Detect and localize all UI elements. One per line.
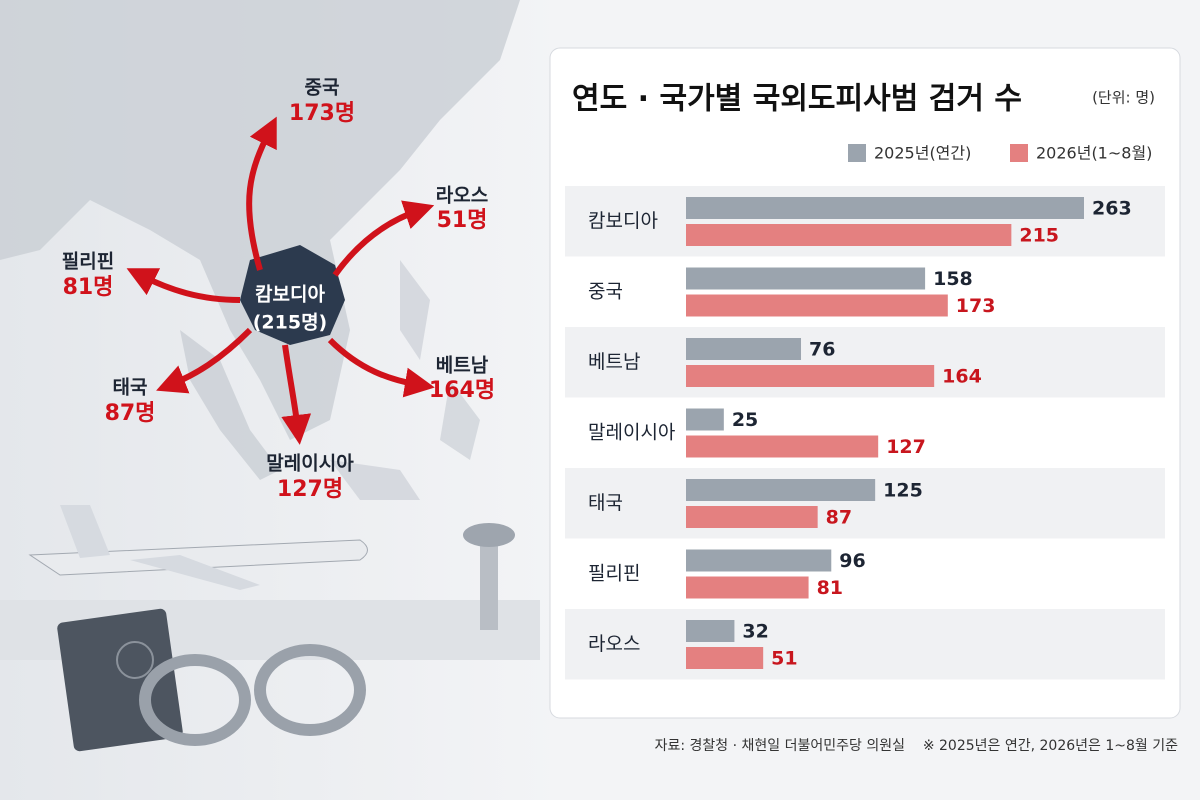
dest-name: 말레이시아	[266, 453, 354, 475]
value-label: 96	[839, 550, 865, 572]
value-label: 25	[732, 409, 758, 431]
bar	[686, 365, 935, 387]
unit-label: (단위: 명)	[1092, 89, 1155, 107]
value-label: 158	[933, 268, 973, 290]
category-label: 베트남	[588, 351, 640, 373]
bar	[686, 197, 1084, 219]
bar	[686, 620, 735, 642]
bar	[686, 224, 1012, 246]
value-label: 263	[1092, 198, 1132, 220]
dest-count: 87명	[105, 401, 156, 426]
legend-label: 2026년(1~8월)	[1036, 144, 1152, 163]
center-count: (215명)	[253, 312, 328, 334]
legend-swatch	[848, 144, 866, 162]
value-label: 51	[771, 648, 797, 670]
dest-count: 173명	[289, 101, 355, 126]
dest-count: 127명	[277, 477, 343, 502]
value-label: 125	[883, 480, 923, 502]
category-label: 필리핀	[588, 562, 640, 584]
center-name: 캄보디아	[255, 284, 325, 306]
map-illustration	[0, 0, 560, 800]
bar	[686, 267, 926, 290]
bar	[686, 647, 764, 669]
footer-source: 자료: 경찰청 · 채현일 더불어민주당 의원실	[655, 738, 905, 754]
bar	[686, 338, 802, 360]
dest-name: 필리핀	[62, 251, 114, 273]
footer-note: ※ 2025년은 연간, 2026년은 1~8월 기준	[923, 738, 1178, 754]
map-labels: 캄보디아 (215명) 중국 173명 라오스 51명 필리핀 81명 태국 8…	[62, 77, 495, 503]
chart-title: 연도 · 국가별 국외도피사범 검거 수	[572, 82, 1022, 117]
category-label: 말레이시아	[588, 421, 675, 443]
dest-count: 81명	[63, 275, 114, 300]
value-label: 215	[1019, 225, 1059, 247]
bar	[686, 506, 818, 528]
dest-name: 라오스	[436, 185, 488, 207]
dest-name: 베트남	[436, 355, 489, 377]
row-band	[565, 468, 1165, 539]
value-label: 76	[809, 339, 835, 361]
value-label: 81	[817, 577, 843, 599]
dest-name: 태국	[113, 377, 148, 399]
category-label: 캄보디아	[588, 210, 658, 232]
value-label: 173	[956, 295, 996, 317]
row-band	[565, 609, 1165, 680]
dest-count: 51명	[437, 208, 488, 233]
bar	[686, 479, 876, 501]
dest-name: 중국	[305, 77, 340, 99]
value-label: 32	[742, 621, 768, 643]
legend-swatch	[1010, 144, 1028, 162]
dest-count: 164명	[429, 378, 495, 403]
category-label: 라오스	[588, 633, 640, 655]
bar	[686, 408, 724, 431]
value-label: 87	[826, 507, 852, 529]
bar	[686, 435, 879, 458]
category-label: 중국	[588, 280, 623, 302]
value-label: 164	[942, 366, 982, 388]
bar	[686, 294, 948, 317]
bar	[686, 576, 809, 599]
legend-label: 2025년(연간)	[874, 144, 971, 163]
bar	[686, 549, 832, 572]
value-label: 127	[886, 436, 926, 458]
category-label: 태국	[588, 492, 623, 514]
